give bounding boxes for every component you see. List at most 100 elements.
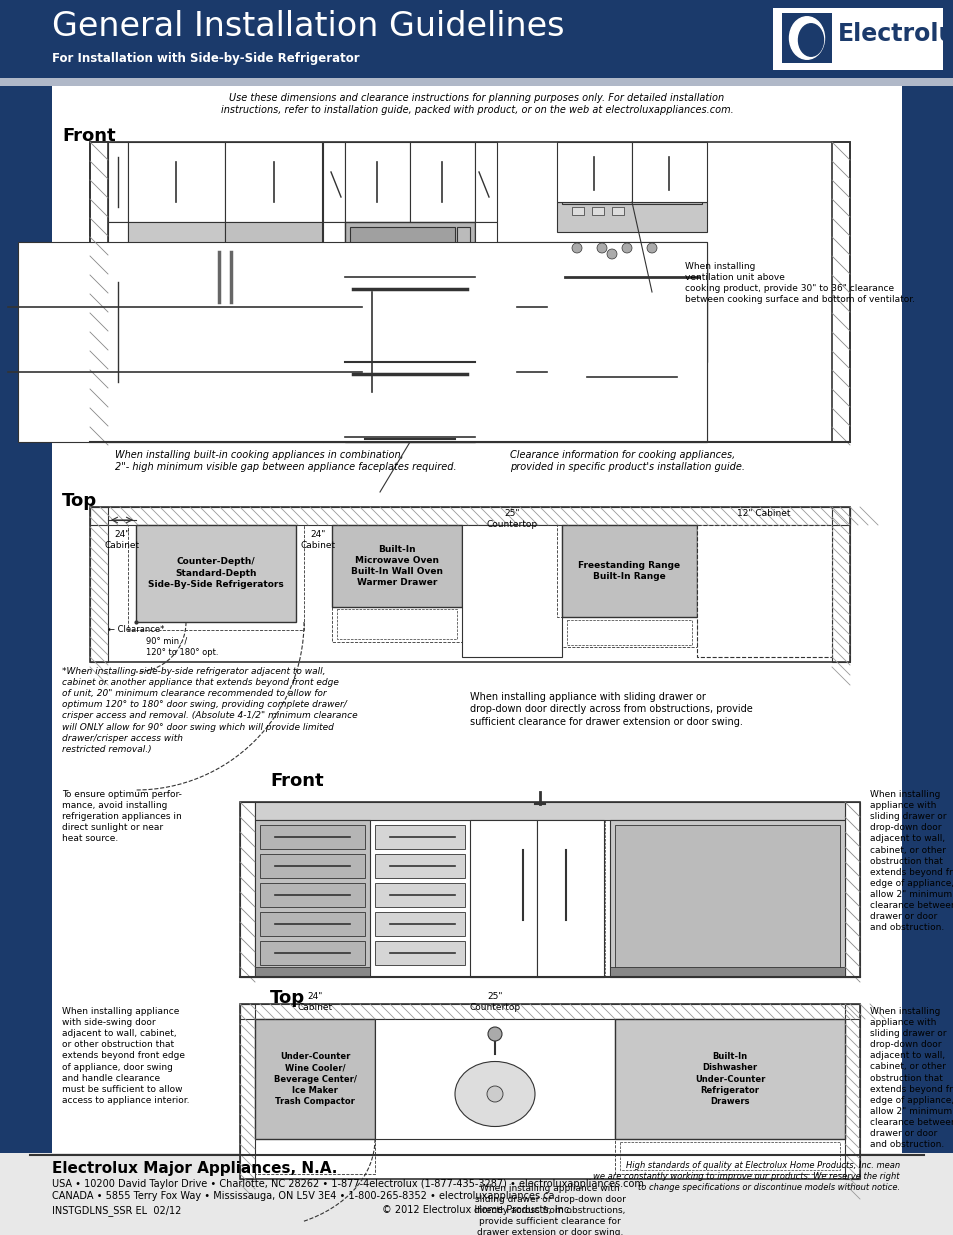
Text: When installing
ventilation unit above
cooking product, provide 30" to 36" clear: When installing ventilation unit above c…: [684, 262, 914, 304]
Text: When installing
appliance with
sliding drawer or
drop-down door
adjacent to wall: When installing appliance with sliding d…: [869, 790, 953, 932]
Bar: [375, 883, 464, 906]
Bar: [350, 285, 470, 354]
Bar: [901, 78, 953, 1153]
Bar: [350, 370, 470, 429]
Bar: [557, 525, 701, 618]
Bar: [166, 332, 206, 367]
Bar: [345, 222, 475, 277]
Text: General Installation Guidelines: General Installation Guidelines: [52, 10, 564, 43]
Bar: [375, 911, 464, 936]
Bar: [108, 222, 128, 442]
Bar: [350, 227, 455, 272]
Text: ← Clearance*: ← Clearance*: [108, 625, 164, 634]
Bar: [772, 7, 942, 70]
Bar: [336, 609, 456, 638]
Bar: [537, 820, 603, 977]
Bar: [345, 142, 410, 222]
Bar: [345, 277, 475, 362]
Bar: [136, 525, 295, 622]
Bar: [557, 262, 706, 362]
Bar: [90, 508, 108, 662]
Bar: [240, 802, 859, 977]
Bar: [254, 1139, 375, 1174]
Text: 24"
Cabinet: 24" Cabinet: [300, 530, 335, 550]
Text: High standards of quality at Electrolux Home Products, Inc. mean
we are constant: High standards of quality at Electrolux …: [593, 1161, 899, 1192]
Bar: [461, 525, 561, 657]
Bar: [697, 525, 831, 657]
Bar: [619, 1142, 840, 1170]
Bar: [572, 207, 583, 215]
Bar: [781, 14, 831, 63]
Bar: [592, 207, 603, 215]
Bar: [0, 0, 953, 78]
Bar: [332, 606, 461, 642]
Text: 24"
Cabinet: 24" Cabinet: [104, 530, 139, 550]
Text: *When installing side-by-side refrigerator adjacent to wall,
cabinet or another : *When installing side-by-side refrigerat…: [62, 667, 357, 753]
Bar: [260, 911, 365, 936]
Bar: [375, 1019, 615, 1139]
Text: When installing
appliance with
sliding drawer or
drop-down door
adjacent to wall: When installing appliance with sliding d…: [869, 1007, 953, 1150]
Bar: [128, 525, 304, 630]
Bar: [254, 1019, 375, 1139]
Text: When installing appliance
with side-swing door
adjacent to wall, cabinet,
or oth: When installing appliance with side-swin…: [62, 1007, 190, 1105]
Bar: [90, 508, 849, 662]
Bar: [332, 525, 461, 606]
Bar: [240, 802, 254, 977]
Bar: [615, 825, 840, 969]
Text: Counter-Depth/
Standard-Depth
Side-By-Side Refrigerators: Counter-Depth/ Standard-Depth Side-By-Si…: [148, 557, 284, 589]
Bar: [456, 227, 470, 272]
Circle shape: [621, 243, 631, 253]
Bar: [0, 78, 52, 1153]
Ellipse shape: [455, 1062, 535, 1126]
Bar: [557, 242, 706, 262]
Bar: [158, 322, 223, 403]
Text: © 2012 Electrolux Home Products, Inc.: © 2012 Electrolux Home Products, Inc.: [381, 1205, 572, 1215]
Bar: [254, 802, 844, 820]
Text: Built-In
Microwave Oven
Built-In Wall Oven
Warmer Drawer: Built-In Microwave Oven Built-In Wall Ov…: [351, 545, 442, 587]
Bar: [240, 1004, 859, 1019]
Bar: [260, 825, 365, 848]
Text: When installing appliance with sliding drawer or
drop-down door directly across : When installing appliance with sliding d…: [470, 692, 752, 727]
Bar: [470, 820, 537, 977]
Bar: [225, 142, 322, 222]
Text: Electrolux: Electrolux: [837, 22, 953, 46]
Bar: [18, 242, 706, 442]
Bar: [345, 437, 475, 442]
Bar: [0, 78, 953, 86]
Circle shape: [597, 243, 606, 253]
Bar: [260, 853, 365, 878]
Bar: [225, 222, 322, 433]
Text: Use these dimensions and clearance instructions for planning purposes only. For : Use these dimensions and clearance instr…: [220, 93, 733, 115]
Text: Front: Front: [62, 127, 115, 144]
Text: Top: Top: [62, 492, 97, 510]
Bar: [609, 820, 844, 977]
Bar: [90, 508, 849, 525]
Text: Under-Counter
Wine Cooler/
Beverage Center/
Ice Maker
Trash Compactor: Under-Counter Wine Cooler/ Beverage Cent…: [274, 1052, 356, 1105]
Text: 25"
Countertop: 25" Countertop: [486, 509, 537, 529]
Bar: [561, 272, 701, 354]
Bar: [260, 941, 365, 965]
Bar: [561, 618, 697, 647]
Bar: [475, 142, 497, 222]
Bar: [631, 142, 706, 203]
Bar: [52, 86, 901, 1153]
Bar: [615, 1139, 844, 1174]
Text: When installing built-in cooking appliances in combination,
2"- high minimum vis: When installing built-in cooking applian…: [115, 450, 456, 473]
Bar: [557, 203, 706, 232]
Text: Top: Top: [270, 989, 305, 1007]
Bar: [375, 825, 464, 848]
Bar: [557, 142, 631, 203]
Circle shape: [646, 243, 657, 253]
Bar: [254, 820, 370, 977]
Bar: [561, 525, 697, 618]
Text: Front: Front: [270, 772, 323, 790]
Bar: [844, 1004, 859, 1179]
Text: INSTGDLNS_SSR EL  02/12: INSTGDLNS_SSR EL 02/12: [52, 1205, 181, 1216]
Bar: [375, 941, 464, 965]
Bar: [561, 194, 701, 204]
Bar: [323, 222, 345, 442]
Bar: [497, 242, 557, 442]
Text: USA • 10200 David Taylor Drive • Charlotte, NC 28262 • 1-877-4electrolux (1-877-: USA • 10200 David Taylor Drive • Charlot…: [52, 1179, 643, 1202]
Bar: [609, 967, 844, 977]
Bar: [844, 802, 859, 977]
